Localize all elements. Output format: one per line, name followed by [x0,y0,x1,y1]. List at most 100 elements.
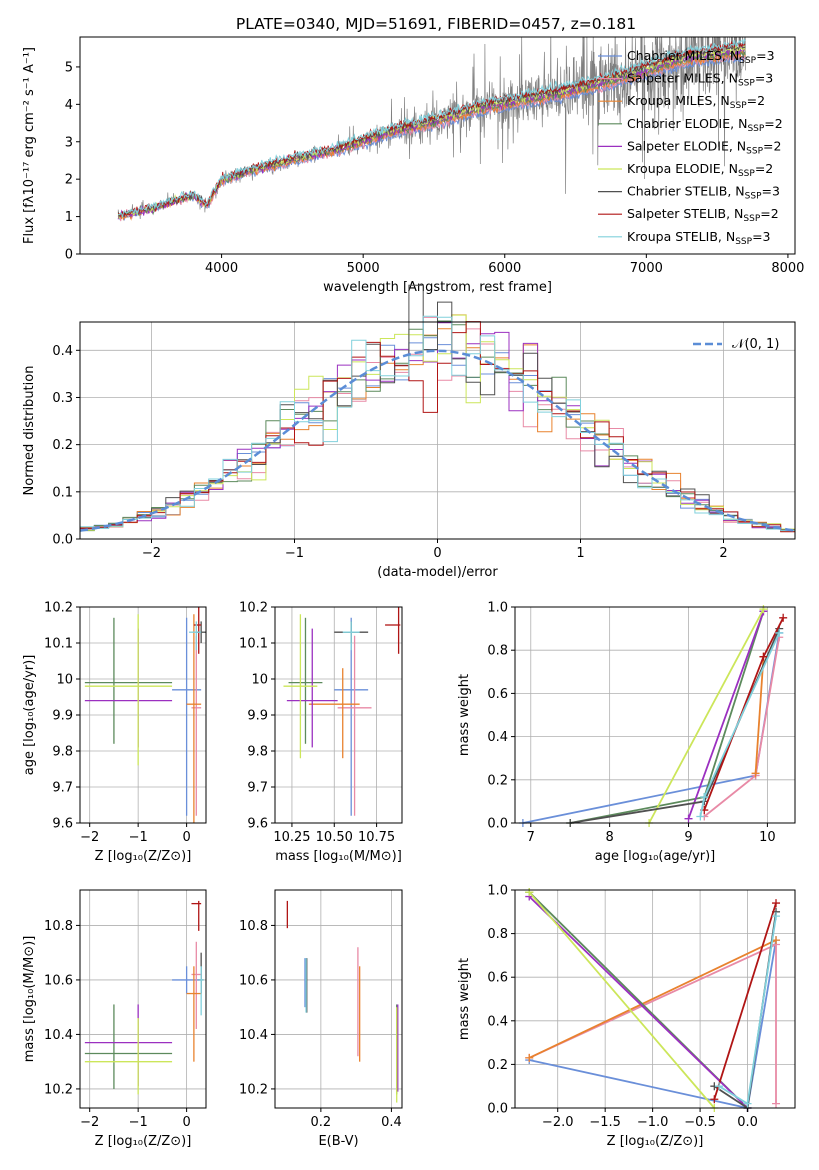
legend-label: Kroupa MILES, NSSP=2 [627,93,765,111]
x-tick-label: 9 [684,830,692,845]
legend-tail: =3 [752,229,770,244]
legend-subscript: SSP [739,56,756,66]
legend-tail: =2 [747,93,765,108]
y-axis-label: Normed distribution [22,366,37,496]
panel-residuals: −2 −1 0 1 2 0.0 0.1 0.2 0.3 0.4 (data-model)/error… [22,284,796,580]
x-tick-label: 10.25 [273,830,310,845]
weight-marker [710,1095,719,1104]
legend-label: Chabrier ELODIE, NSSP=2 [627,116,783,134]
spectrum-lines [117,37,746,222]
weight-line [522,632,781,824]
y-tick-label: 9.8 [247,745,268,760]
y-tick-label: 10.4 [44,1028,73,1043]
x-tick-label: 10 [759,830,776,845]
x-axis-label: wavelength [Angstrom, rest frame] [323,280,552,295]
panel-age-vs-Z: −2 −1 0 9.6 9.7 9.8 9.9 10 10.1 10.2 Z [log₁₀(Z/Z⊙… [22,601,207,864]
weight-marker [772,912,781,921]
weight-line [703,637,781,818]
legend-label: Chabrier STELIB, NSSP=3 [627,184,780,202]
y-tick-label: 4 [65,98,73,113]
weight-marker [696,812,705,821]
axes-frame [79,36,796,255]
weight-line [648,608,765,824]
x-tick-label: 0.4 [381,1115,402,1130]
weight-marker [772,1099,781,1108]
legend-label: Salpeter MILES, NSSP=3 [627,71,773,89]
y-tick-label: 1.0 [487,884,508,899]
x-tick-label: 2 [719,546,727,561]
y-tick-label: 0.6 [487,687,508,702]
x-tick-label: 8000 [771,261,804,276]
x-tick-label: 0 [182,830,190,845]
y-tick-label: 0 [65,248,73,263]
x-tick-label: −1 [129,1115,148,1130]
panel-mass-vs-ebv: 0.2 0.4 10.2 10.4 10.6 10.8 E(B-V) [239,889,403,1149]
y-tick-label: 9.7 [52,781,73,796]
y-tick-label: 10.2 [44,1082,73,1097]
x-tick-label: −1.5 [589,1115,621,1130]
model-spectrum [118,38,746,218]
y-tick-label: 10.1 [44,637,73,652]
model-spectrum [118,40,746,218]
y-tick-label: 10 [56,673,73,688]
weight-marker [775,628,784,637]
legend-label: Kroupa STELIB, NSSP=3 [627,229,771,247]
x-tick-label: 4000 [205,261,238,276]
weight-marker [759,652,768,661]
axes-frame [274,889,403,1109]
x-axis-label: E(B-V) [318,1134,358,1149]
x-tick-label: 0.2 [311,1115,332,1130]
x-tick-label: 7000 [630,261,663,276]
x-axis-label: mass [log₁₀(M/M⊙)] [275,849,402,864]
weight-marker [772,936,781,945]
x-tick-label: 0 [433,546,441,561]
legend-tail: =3 [762,184,780,199]
legend-tail: =2 [755,161,773,176]
weight-line [528,939,777,1059]
y-axis-label: mass weight [457,958,472,1040]
weight-marker [779,613,788,622]
legend-tail: =3 [755,71,773,86]
y-axis-label: age [log₁₀(age/yr)] [22,655,37,776]
y-tick-label: 1 [65,210,73,225]
y-tick-label: 10.6 [239,973,268,988]
weight-line [528,891,715,1109]
legend-tail: =2 [760,206,778,221]
y-tick-label: 2 [65,173,73,188]
y-axis-label: Flux [fλ10⁻¹⁷ erg cm⁻² s⁻¹ A⁻¹] [22,47,37,244]
y-tick-label: 9.6 [247,817,268,832]
y-tick-label: 0.1 [52,485,73,500]
weight-marker [715,1082,724,1091]
legend-label: 𝒩(0, 1) [732,337,779,352]
y-tick-label: 0.4 [52,344,73,359]
legend-subscript: SSP [735,237,752,247]
x-tick-label: −2 [142,546,161,561]
x-axis-label: Z [log₁₀(Z/Z⊙)] [607,1134,704,1149]
y-tick-label: 0.8 [487,927,508,942]
figure-title: PLATE=0340, MJD=51691, FIBERID=0457, z=0… [236,15,636,33]
legend-label: Kroupa ELODIE, NSSP=2 [627,161,773,179]
legend-subscript: SSP [738,169,755,179]
y-tick-label: 9.8 [52,745,73,760]
legend-label: Salpeter ELODIE, NSSP=2 [627,138,781,156]
y-tick-label: 9.9 [52,709,73,724]
x-tick-label: 5000 [347,261,380,276]
y-tick-label: 0.8 [487,644,508,659]
weight-marker [751,769,760,778]
weight-marker [743,1099,752,1108]
legend-tail: =2 [763,138,781,153]
legend-tail: =3 [756,48,774,63]
y-tick-label: 0.6 [487,971,508,986]
x-tick-label: −2.0 [542,1115,574,1130]
y-tick-label: 10.8 [44,919,73,934]
legend-subscript: SSP [743,214,760,224]
y-tick-label: 10.1 [239,637,268,652]
weight-marker [759,605,768,614]
x-tick-label: 7 [527,830,535,845]
y-tick-label: 10.2 [239,1082,268,1097]
weight-line [713,902,777,1100]
weight-marker [700,793,709,802]
legend-subscript: SSP [746,146,763,156]
y-tick-label: 5 [65,60,73,75]
